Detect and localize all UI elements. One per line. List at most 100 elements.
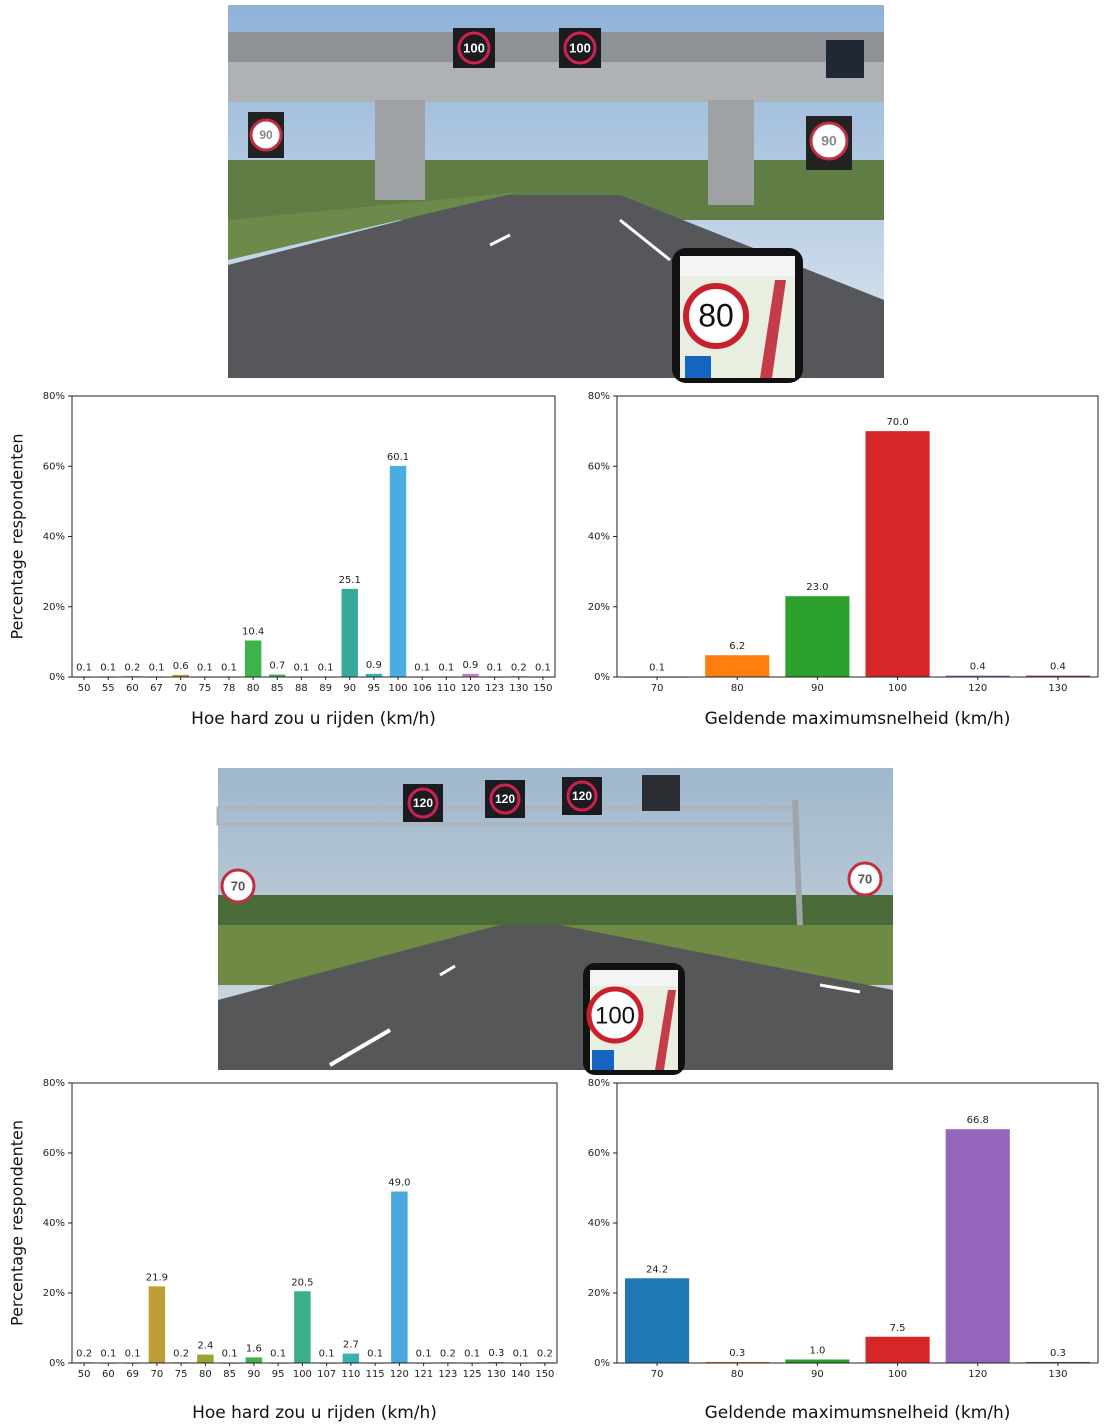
value-label: 21.9 [146, 1272, 168, 1283]
x-axis-label: Geldende maximumsnelheid (km/h) [705, 709, 1011, 729]
y-tick-label: 40% [588, 1218, 610, 1229]
x-tick-label: 95 [272, 1369, 285, 1380]
value-label: 0.1 [416, 1349, 432, 1360]
x-tick-label: 120 [390, 1369, 409, 1380]
x-tick-label: 69 [126, 1369, 139, 1380]
x-tick-label: 80 [247, 683, 260, 694]
value-label: 2.4 [197, 1341, 213, 1352]
bar [705, 1361, 770, 1363]
x-tick-label: 106 [413, 683, 432, 694]
roadside-sign [220, 868, 256, 904]
value-label: 0.1 [125, 1349, 141, 1360]
sign-ring [489, 783, 521, 815]
value-label: 0.2 [511, 662, 527, 673]
sign-text: 120 [495, 792, 515, 806]
value-label: 0.1 [149, 663, 165, 674]
x-tick-label: 100 [293, 1369, 312, 1380]
x-axis-label: Hoe hard zou u rijden (km/h) [191, 709, 436, 729]
y-tick-label: 20% [588, 1288, 610, 1299]
value-label: 6.2 [729, 641, 745, 652]
value-label: 0.7 [269, 661, 285, 672]
bar [865, 1336, 930, 1363]
plot-frame [71, 395, 556, 678]
y-tick-label: 40% [588, 532, 610, 543]
x-tick-label: 50 [78, 683, 91, 694]
x-tick-label: 140 [511, 1369, 530, 1380]
x-tick-label: 130 [1048, 1369, 1067, 1380]
sign-text: 120 [572, 789, 592, 803]
sign-text: 90 [821, 133, 837, 149]
value-label: 60.1 [387, 452, 409, 463]
bar [705, 655, 770, 677]
bar [462, 673, 479, 677]
value-label: 0.2 [537, 1348, 553, 1359]
phone-sign-ring [586, 986, 644, 1044]
y-axis-label: Percentage respondenten [8, 434, 27, 640]
plot-frame [616, 395, 1099, 678]
bridge-beam [228, 62, 884, 102]
gantry-sign [826, 40, 864, 78]
bar [865, 431, 930, 677]
x-tick-label: 120 [968, 1369, 987, 1380]
sign-ring [457, 31, 491, 65]
x-tick-label: 100 [388, 683, 407, 694]
y-tick-label: 80% [43, 391, 65, 402]
x-tick-label: 107 [317, 1369, 336, 1380]
value-label: 7.5 [890, 1323, 906, 1334]
y-tick-label: 60% [588, 1148, 610, 1159]
x-tick-label: 100 [888, 683, 907, 694]
y-tick-label: 60% [588, 461, 610, 472]
bar [1025, 1361, 1090, 1363]
value-label: 0.3 [488, 1348, 504, 1359]
value-label: 0.1 [513, 1349, 529, 1360]
x-tick-label: 55 [102, 683, 115, 694]
y-tick-label: 80% [588, 1078, 610, 1089]
plot-frame [616, 1082, 1099, 1364]
value-label: 0.9 [463, 660, 479, 671]
gantry-sign [642, 775, 680, 811]
value-label: 0.1 [76, 663, 92, 674]
pillar [708, 100, 754, 205]
pillar [375, 100, 425, 200]
y-tick-label: 80% [43, 1078, 65, 1089]
value-label: 0.4 [970, 662, 986, 673]
bridge-deck [228, 32, 884, 62]
x-tick-label: 130 [487, 1369, 506, 1380]
value-label: 0.1 [222, 1349, 238, 1360]
value-label: 0.2 [124, 662, 140, 673]
photo-1: 100 100 90 90 80 [228, 5, 884, 383]
x-tick-label: 80 [199, 1369, 212, 1380]
y-tick-label: 20% [588, 602, 610, 613]
x-tick-label: 70 [174, 683, 187, 694]
route [760, 280, 786, 378]
x-tick-label: 150 [535, 1369, 554, 1380]
sign-ring [809, 121, 849, 161]
bar [244, 640, 262, 677]
treeline [218, 895, 893, 925]
y-tick-label: 0% [594, 1358, 610, 1369]
value-label: 0.3 [1050, 1348, 1066, 1359]
x-tick-label: 75 [198, 683, 211, 694]
y-axis-label: Percentage respondenten [8, 1120, 27, 1326]
bar [391, 1191, 408, 1363]
sign-text: 90 [259, 128, 273, 142]
x-tick-label: 90 [811, 683, 824, 694]
verge [228, 192, 520, 260]
value-label: 0.1 [414, 663, 430, 674]
phone-sign-ring [683, 283, 749, 349]
x-tick-label: 121 [414, 1369, 433, 1380]
bar [269, 674, 286, 677]
x-tick-label: 90 [343, 683, 356, 694]
value-label: 0.1 [100, 663, 116, 674]
sign-text: 70 [858, 871, 872, 886]
y-tick-label: 40% [43, 1218, 65, 1229]
x-tick-label: 123 [438, 1369, 457, 1380]
value-label: 0.2 [440, 1348, 456, 1359]
bar [294, 1291, 311, 1363]
x-tick-label: 90 [248, 1369, 261, 1380]
value-label: 70.0 [886, 417, 908, 428]
y-tick-label: 0% [49, 1358, 65, 1369]
value-label: 0.1 [318, 663, 334, 674]
plot-frame [71, 1082, 558, 1364]
